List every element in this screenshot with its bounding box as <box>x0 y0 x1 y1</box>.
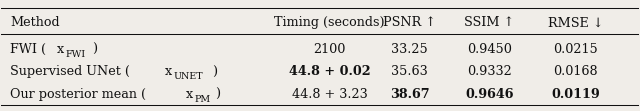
Text: 2100: 2100 <box>314 43 346 56</box>
Text: ): ) <box>92 43 97 56</box>
Text: PSNR ↑: PSNR ↑ <box>383 16 436 30</box>
Text: Timing (seconds): Timing (seconds) <box>275 16 385 30</box>
Text: 0.0215: 0.0215 <box>553 43 598 56</box>
Text: 35.63: 35.63 <box>391 65 428 78</box>
Text: SSIM ↑: SSIM ↑ <box>464 16 515 30</box>
Text: UNET: UNET <box>174 72 204 81</box>
Text: 44.8 + 0.02: 44.8 + 0.02 <box>289 65 371 78</box>
Text: x: x <box>164 65 172 78</box>
Text: ): ) <box>212 65 217 78</box>
Text: 0.9332: 0.9332 <box>467 65 511 78</box>
Text: Supervised UNet (: Supervised UNet ( <box>10 65 130 78</box>
Text: 44.8 + 3.23: 44.8 + 3.23 <box>292 88 367 101</box>
Text: PM: PM <box>195 95 211 104</box>
Text: FWI: FWI <box>66 50 86 59</box>
Text: RMSE ↓: RMSE ↓ <box>548 16 603 30</box>
Text: 33.25: 33.25 <box>391 43 428 56</box>
Text: ): ) <box>216 88 221 101</box>
Text: 0.0168: 0.0168 <box>553 65 598 78</box>
Text: Method: Method <box>10 16 60 30</box>
Text: x: x <box>56 43 64 56</box>
Text: 0.9450: 0.9450 <box>467 43 511 56</box>
Text: Our posterior mean (: Our posterior mean ( <box>10 88 147 101</box>
Text: FWI (: FWI ( <box>10 43 46 56</box>
Text: 38.67: 38.67 <box>390 88 429 101</box>
Text: x: x <box>186 88 193 101</box>
Text: 0.9646: 0.9646 <box>465 88 513 101</box>
Text: 0.0119: 0.0119 <box>551 88 600 101</box>
